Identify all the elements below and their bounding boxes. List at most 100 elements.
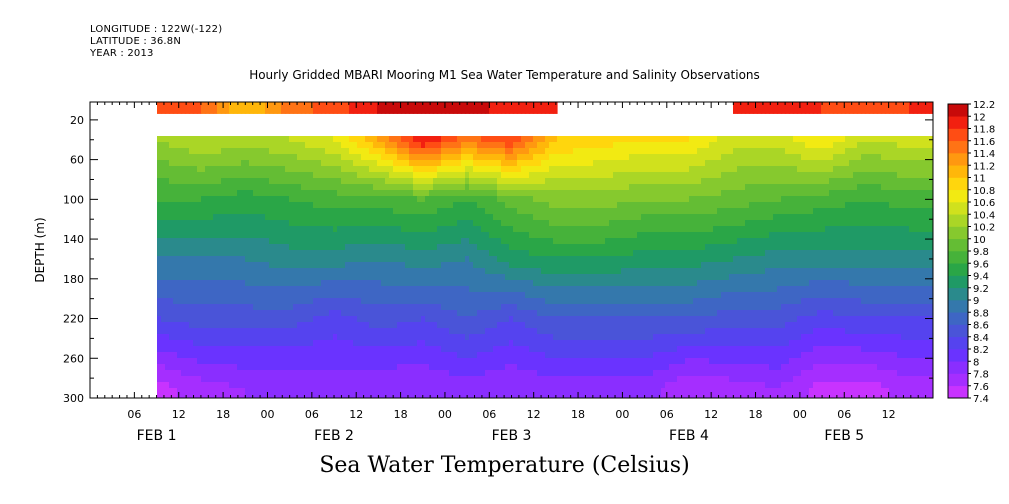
- temperature-cell: [333, 244, 338, 251]
- temperature-cell: [577, 154, 582, 161]
- temperature-cell: [301, 208, 306, 215]
- temperature-cell: [577, 244, 582, 251]
- temperature-cell: [389, 208, 394, 215]
- temperature-cell: [553, 358, 558, 365]
- temperature-cell: [225, 298, 230, 305]
- temperature-cell: [453, 358, 458, 365]
- temperature-cell: [365, 292, 370, 299]
- temperature-cell: [513, 316, 518, 323]
- temperature-cell: [353, 310, 358, 317]
- temperature-cell: [237, 388, 242, 395]
- temperature-cell: [413, 322, 418, 329]
- temperature-cell: [393, 148, 398, 155]
- temperature-cell: [581, 220, 586, 227]
- temperature-cell: [509, 292, 514, 299]
- temperature-cell: [245, 202, 250, 209]
- temperature-cell: [429, 142, 434, 149]
- temperature-cell: [417, 394, 422, 398]
- temperature-cell: [233, 232, 238, 239]
- temperature-cell: [425, 220, 430, 227]
- temperature-cell: [601, 142, 606, 149]
- temperature-cell: [309, 394, 314, 398]
- temperature-cell: [305, 160, 310, 167]
- temperature-cell: [317, 358, 322, 365]
- temperature-cell: [481, 298, 486, 305]
- temperature-cell: [361, 232, 366, 239]
- temperature-cell: [269, 208, 274, 215]
- temperature-cell: [165, 376, 170, 383]
- temperature-cell: [181, 352, 186, 359]
- temperature-cell: [301, 388, 306, 395]
- temperature-cell: [517, 310, 522, 317]
- temperature-cell: [545, 340, 550, 347]
- temperature-cell: [389, 304, 394, 311]
- temperature-cell: [225, 238, 230, 245]
- temperature-cell: [401, 250, 406, 257]
- temperature-cell: [409, 244, 414, 251]
- temperature-cell: [213, 172, 218, 179]
- temperature-cell: [333, 226, 338, 233]
- temperature-cell: [281, 316, 286, 323]
- temperature-cell: [429, 190, 434, 197]
- temperature-cell: [449, 166, 454, 173]
- temperature-cell: [345, 226, 350, 233]
- temperature-cell: [485, 364, 490, 371]
- temperature-cell: [565, 352, 570, 359]
- temperature-cell: [493, 358, 498, 365]
- temperature-cell: [325, 310, 330, 317]
- temperature-cell: [341, 328, 346, 335]
- temperature-cell: [373, 316, 378, 323]
- temperature-cell: [365, 250, 370, 257]
- temperature-cell: [405, 280, 410, 287]
- temperature-cell: [457, 226, 462, 233]
- temperature-cell: [609, 184, 614, 191]
- temperature-cell: [449, 346, 454, 353]
- temperature-cell: [585, 250, 590, 257]
- temperature-cell: [353, 388, 358, 395]
- temperature-cell: [393, 244, 398, 251]
- temperature-cell: [181, 262, 186, 269]
- temperature-cell: [569, 376, 574, 383]
- temperature-cell: [237, 160, 242, 167]
- temperature-cell: [257, 250, 262, 257]
- temperature-cell: [217, 328, 222, 335]
- temperature-cell: [169, 376, 174, 383]
- temperature-cell: [577, 208, 582, 215]
- temperature-cell: [193, 346, 198, 353]
- temperature-cell: [233, 274, 238, 281]
- temperature-cell: [325, 142, 330, 149]
- temperature-cell: [337, 208, 342, 215]
- temperature-cell: [333, 310, 338, 317]
- temperature-cell: [533, 154, 538, 161]
- temperature-cell: [589, 202, 594, 209]
- temperature-cell: [489, 340, 494, 347]
- temperature-cell: [525, 172, 530, 179]
- temperature-cell: [345, 376, 350, 383]
- temperature-cell: [413, 220, 418, 227]
- temperature-cell: [293, 280, 298, 287]
- temperature-cell: [473, 298, 478, 305]
- temperature-cell: [221, 244, 226, 251]
- temperature-cell: [305, 334, 310, 341]
- temperature-cell: [277, 310, 282, 317]
- temperature-cell: [377, 190, 382, 197]
- temperature-cell: [489, 346, 494, 353]
- temperature-cell: [397, 358, 402, 365]
- temperature-cell: [289, 190, 294, 197]
- temperature-cell: [293, 322, 298, 329]
- temperature-cell: [357, 136, 362, 143]
- temperature-cell: [521, 250, 526, 257]
- temperature-cell: [573, 226, 578, 233]
- temperature-cell: [253, 388, 258, 395]
- temperature-cell: [169, 208, 174, 215]
- temperature-cell: [237, 352, 242, 359]
- temperature-cell: [377, 304, 382, 311]
- temperature-cell: [221, 370, 226, 377]
- temperature-cell: [493, 376, 498, 383]
- temperature-cell: [513, 388, 518, 395]
- temperature-cell: [245, 244, 250, 251]
- temperature-cell: [233, 262, 238, 269]
- temperature-cell: [269, 352, 274, 359]
- temperature-cell: [385, 196, 390, 203]
- temperature-cell: [325, 136, 330, 143]
